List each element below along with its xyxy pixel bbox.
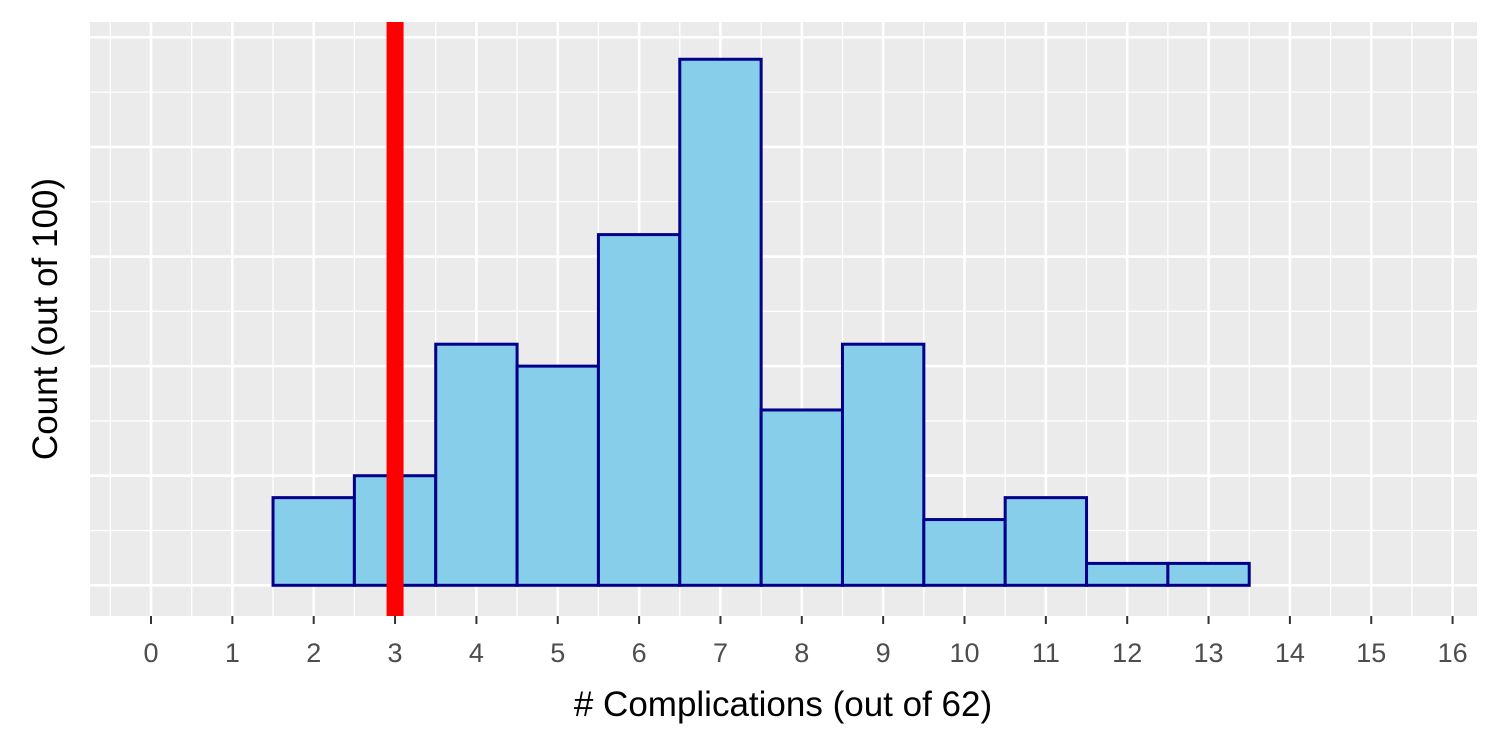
histogram-bar — [840, 342, 926, 587]
x-axis-ticks: 0 1 2 3 4 5 6 7 8 9 10 11 12 13 14 15 16 — [143, 616, 1468, 668]
x-axis-title: # Complications (out of 62) — [574, 685, 992, 724]
histogram-bar — [271, 496, 356, 587]
histogram-bar — [1003, 496, 1089, 587]
histogram-bar — [678, 57, 763, 587]
x-tick-label: 0 — [143, 638, 158, 668]
x-tick-label: 6 — [632, 638, 647, 668]
x-tick-label: 5 — [550, 638, 565, 668]
x-tick-label: 12 — [1112, 638, 1142, 668]
histogram-bar — [922, 518, 1007, 587]
x-tick-label: 16 — [1438, 638, 1468, 668]
x-tick-label: 14 — [1275, 638, 1305, 668]
histogram-bar — [1085, 561, 1170, 587]
histogram-bar — [515, 364, 600, 587]
histogram-bar — [596, 233, 682, 587]
x-tick-label: 3 — [388, 638, 403, 668]
x-tick-label: 8 — [794, 638, 809, 668]
x-tick-label: 10 — [949, 638, 979, 668]
x-tick-label: 1 — [225, 638, 240, 668]
histogram-bar — [434, 342, 519, 587]
histogram-bar — [759, 408, 844, 587]
x-tick-label: 7 — [713, 638, 728, 668]
x-tick-label: 9 — [876, 638, 891, 668]
x-tick-label: 15 — [1356, 638, 1386, 668]
x-tick-label: 13 — [1194, 638, 1224, 668]
x-tick-label: 11 — [1032, 638, 1060, 668]
histogram-bar — [1166, 561, 1251, 587]
histogram-bars — [271, 57, 1251, 587]
x-tick-label: 4 — [469, 638, 484, 668]
x-tick-label: 2 — [306, 638, 321, 668]
y-axis-title: Count (out of 100) — [26, 178, 65, 460]
